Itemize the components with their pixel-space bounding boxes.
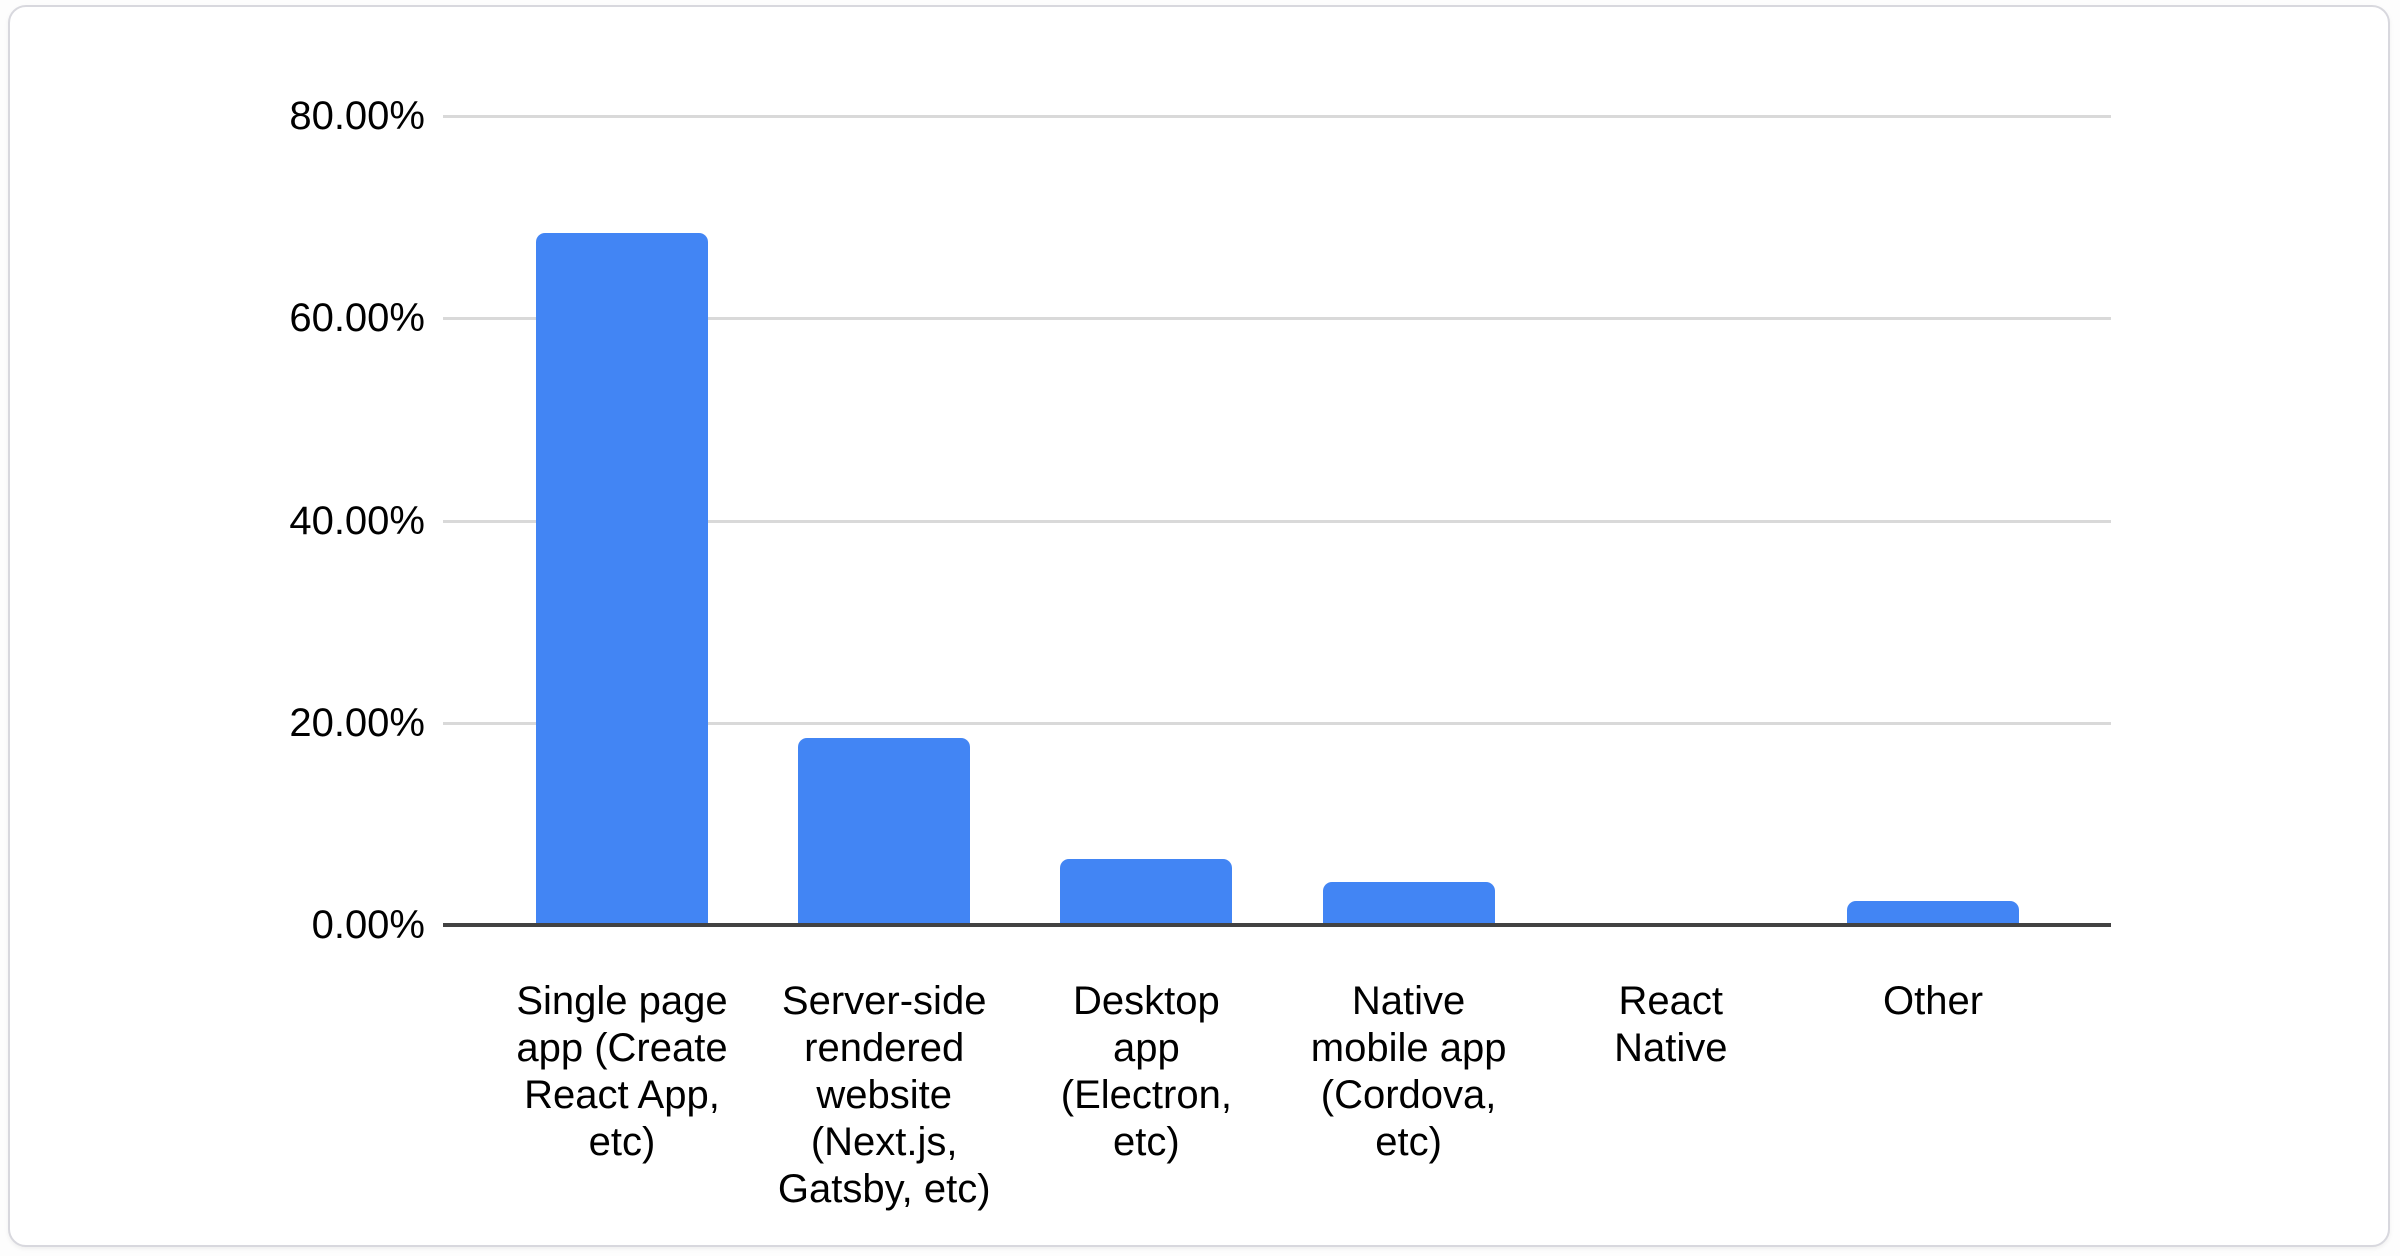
x-category-label-1: Single page app (Create React App, etc) [516, 979, 728, 1164]
x-category-label-3: Desktop app (Electron, etc) [1060, 979, 1232, 1164]
y-tick-label-80: 80.00% [289, 94, 425, 138]
bar-6[interactable] [1847, 900, 2019, 925]
bar-3[interactable] [1060, 859, 1233, 925]
bar-4[interactable] [1322, 881, 1495, 925]
chart-card [8, 5, 2390, 1247]
gridline-20 [443, 721, 2111, 725]
bar-2[interactable] [798, 737, 971, 925]
gridline-40 [443, 519, 2111, 523]
gridline-60 [443, 317, 2111, 321]
y-tick-label-60: 60.00% [289, 296, 425, 341]
y-tick-label-0: 0.00% [311, 903, 425, 947]
y-tick-label-20: 20.00% [289, 700, 425, 745]
y-tick-label-40: 40.00% [289, 498, 425, 543]
x-category-label-2: Server-side rendered website (Next.js, G… [777, 979, 991, 1211]
gridline-80 [443, 115, 2111, 118]
x-category-label-6: Other [1882, 979, 1984, 1023]
x-category-label-4: Native mobile app (Cordova, etc) [1310, 979, 1507, 1164]
bar-1[interactable] [536, 233, 708, 925]
x-axis-baseline [443, 923, 2111, 927]
x-category-label-5: React Native [1614, 979, 1728, 1070]
